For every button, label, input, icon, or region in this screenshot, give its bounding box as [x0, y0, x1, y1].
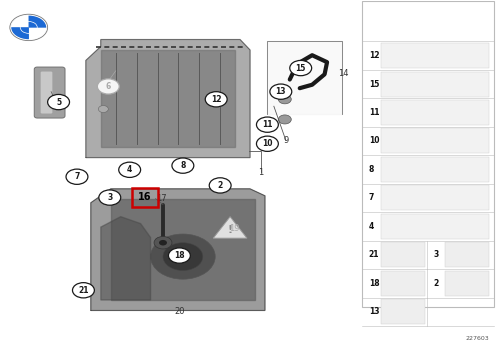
- Circle shape: [10, 14, 48, 41]
- Bar: [132, 188, 158, 207]
- Text: 12: 12: [211, 95, 222, 104]
- Bar: [381, 43, 488, 68]
- Circle shape: [278, 95, 291, 104]
- Text: 4: 4: [127, 165, 132, 174]
- Bar: [381, 214, 488, 239]
- Bar: [381, 157, 488, 182]
- Bar: [381, 100, 488, 125]
- Text: 5: 5: [56, 98, 61, 107]
- Text: 4: 4: [369, 222, 374, 231]
- Text: 12: 12: [369, 51, 380, 60]
- Circle shape: [168, 248, 190, 263]
- Circle shape: [209, 178, 231, 193]
- Text: 9: 9: [283, 136, 288, 146]
- Text: 2: 2: [218, 181, 223, 190]
- Wedge shape: [11, 27, 28, 40]
- Circle shape: [48, 94, 70, 110]
- Polygon shape: [111, 199, 255, 300]
- Text: 18: 18: [174, 251, 184, 260]
- Wedge shape: [28, 27, 46, 40]
- Circle shape: [278, 115, 291, 124]
- Text: 6: 6: [106, 82, 111, 91]
- Circle shape: [118, 162, 141, 177]
- Text: 16: 16: [138, 193, 152, 202]
- Polygon shape: [91, 189, 265, 310]
- Circle shape: [172, 158, 194, 173]
- Text: 11: 11: [369, 108, 380, 117]
- Text: 21: 21: [78, 286, 88, 295]
- Text: 14: 14: [338, 69, 348, 78]
- Text: 21: 21: [369, 250, 380, 259]
- Circle shape: [98, 106, 108, 112]
- Text: 8: 8: [180, 161, 186, 170]
- Polygon shape: [101, 50, 235, 147]
- Bar: [381, 186, 488, 210]
- Text: 20: 20: [174, 307, 184, 316]
- Text: 18: 18: [369, 279, 380, 288]
- Text: 15: 15: [369, 79, 379, 89]
- Circle shape: [256, 136, 278, 152]
- Text: 7: 7: [369, 194, 374, 202]
- Text: 7: 7: [74, 172, 80, 181]
- Text: 3: 3: [107, 193, 112, 202]
- Text: 11: 11: [262, 120, 272, 129]
- Text: 2: 2: [434, 279, 438, 288]
- Bar: [381, 242, 424, 267]
- Text: 13: 13: [276, 87, 286, 96]
- Circle shape: [290, 61, 312, 76]
- Text: 8: 8: [369, 165, 374, 174]
- Circle shape: [270, 84, 292, 99]
- Text: 10: 10: [262, 139, 272, 148]
- Circle shape: [66, 169, 88, 184]
- Polygon shape: [213, 217, 247, 238]
- Bar: [381, 71, 488, 97]
- Text: 1: 1: [258, 168, 264, 177]
- Circle shape: [163, 243, 203, 271]
- Text: 3: 3: [434, 250, 438, 259]
- Text: 19: 19: [229, 224, 239, 233]
- Text: 17: 17: [156, 194, 167, 203]
- Text: 15: 15: [296, 64, 306, 72]
- Polygon shape: [101, 217, 150, 300]
- Wedge shape: [28, 15, 46, 27]
- Circle shape: [99, 190, 120, 205]
- Text: 10: 10: [369, 136, 380, 146]
- FancyBboxPatch shape: [40, 71, 52, 113]
- FancyBboxPatch shape: [34, 67, 65, 118]
- Bar: [381, 128, 488, 153]
- Text: !: !: [228, 225, 232, 235]
- Bar: [362, 1, 494, 307]
- Circle shape: [154, 237, 172, 249]
- Bar: [446, 271, 489, 296]
- Bar: [381, 271, 424, 296]
- Circle shape: [206, 92, 227, 107]
- Bar: [381, 299, 424, 324]
- Text: 13: 13: [369, 307, 380, 316]
- Bar: [446, 242, 489, 267]
- Circle shape: [150, 234, 215, 279]
- Circle shape: [256, 117, 278, 132]
- Text: 227603: 227603: [466, 336, 489, 341]
- Wedge shape: [11, 15, 28, 27]
- Polygon shape: [86, 40, 250, 158]
- Circle shape: [98, 79, 119, 94]
- Polygon shape: [268, 41, 342, 114]
- Circle shape: [72, 283, 94, 298]
- Circle shape: [159, 240, 167, 245]
